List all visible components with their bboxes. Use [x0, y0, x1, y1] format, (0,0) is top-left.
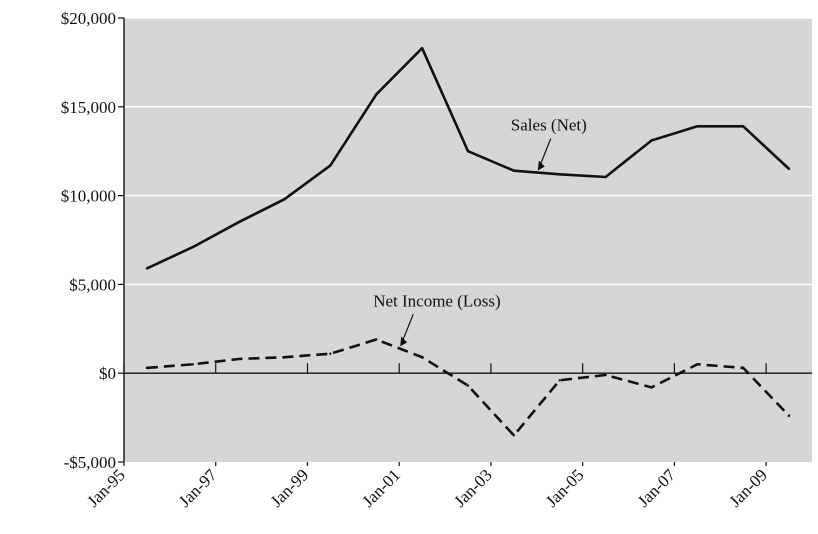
data-point: [558, 173, 561, 176]
y-tick-label: $10,000: [61, 187, 116, 206]
y-tick-label: $15,000: [61, 98, 116, 117]
x-tick-label: Jan-97: [175, 465, 221, 511]
data-point: [512, 169, 516, 172]
data-point: [787, 167, 791, 171]
data-point: [375, 338, 378, 341]
y-tick-label: $20,000: [61, 9, 116, 28]
data-point: [375, 93, 378, 96]
plot-background: [124, 18, 812, 462]
data-point: [742, 366, 745, 370]
x-tick-label: Jan-99: [267, 465, 312, 510]
x-tick-label: Jan-09: [725, 465, 770, 510]
x-tick-label: Jan-07: [634, 465, 680, 511]
data-point: [145, 267, 149, 270]
data-point: [742, 125, 745, 128]
data-point: [512, 434, 516, 437]
data-point: [283, 197, 286, 201]
x-tick-label: Jan-03: [450, 465, 495, 510]
data-point: [604, 373, 607, 377]
data-point: [787, 414, 791, 418]
data-point: [420, 356, 424, 359]
data-point: [237, 357, 240, 361]
data-point: [329, 164, 332, 167]
annotation-arrowhead: [400, 336, 408, 347]
x-tick-label: Jan-05: [542, 465, 587, 510]
y-tick-label: -$5,000: [64, 453, 116, 472]
data-point: [329, 352, 332, 355]
annotation-arrowhead: [537, 160, 545, 171]
series-lines: [145, 46, 791, 437]
data-point: [237, 221, 240, 224]
y-tick-label: $5,000: [69, 275, 116, 294]
data-point: [191, 245, 194, 249]
x-tick-label: Jan-95: [83, 465, 128, 510]
data-point: [466, 150, 470, 153]
annotation-label: Net Income (Loss): [373, 291, 500, 310]
annotation-label: Sales (Net): [511, 116, 587, 135]
annotations: Sales (Net) Net Income (Loss): [373, 116, 587, 347]
series-line-net-income: [146, 338, 791, 437]
data-point: [696, 363, 699, 366]
data-point: [145, 366, 149, 370]
data-point: [283, 356, 286, 359]
data-point: [604, 175, 607, 179]
data-point: [696, 125, 699, 128]
data-point: [420, 46, 424, 50]
y-tick-label: $0: [99, 364, 116, 383]
gridlines: [124, 17, 812, 286]
x-tick-label: Jan-01: [359, 465, 404, 510]
data-point: [650, 139, 653, 142]
y-axis-ticks: $20,000 $15,000 $10,000 $5,000 $0 -$5,000: [61, 9, 124, 472]
data-point: [650, 386, 653, 389]
data-point: [191, 363, 194, 366]
data-point: [466, 384, 470, 387]
axes: [123, 18, 812, 462]
data-point: [558, 379, 561, 382]
